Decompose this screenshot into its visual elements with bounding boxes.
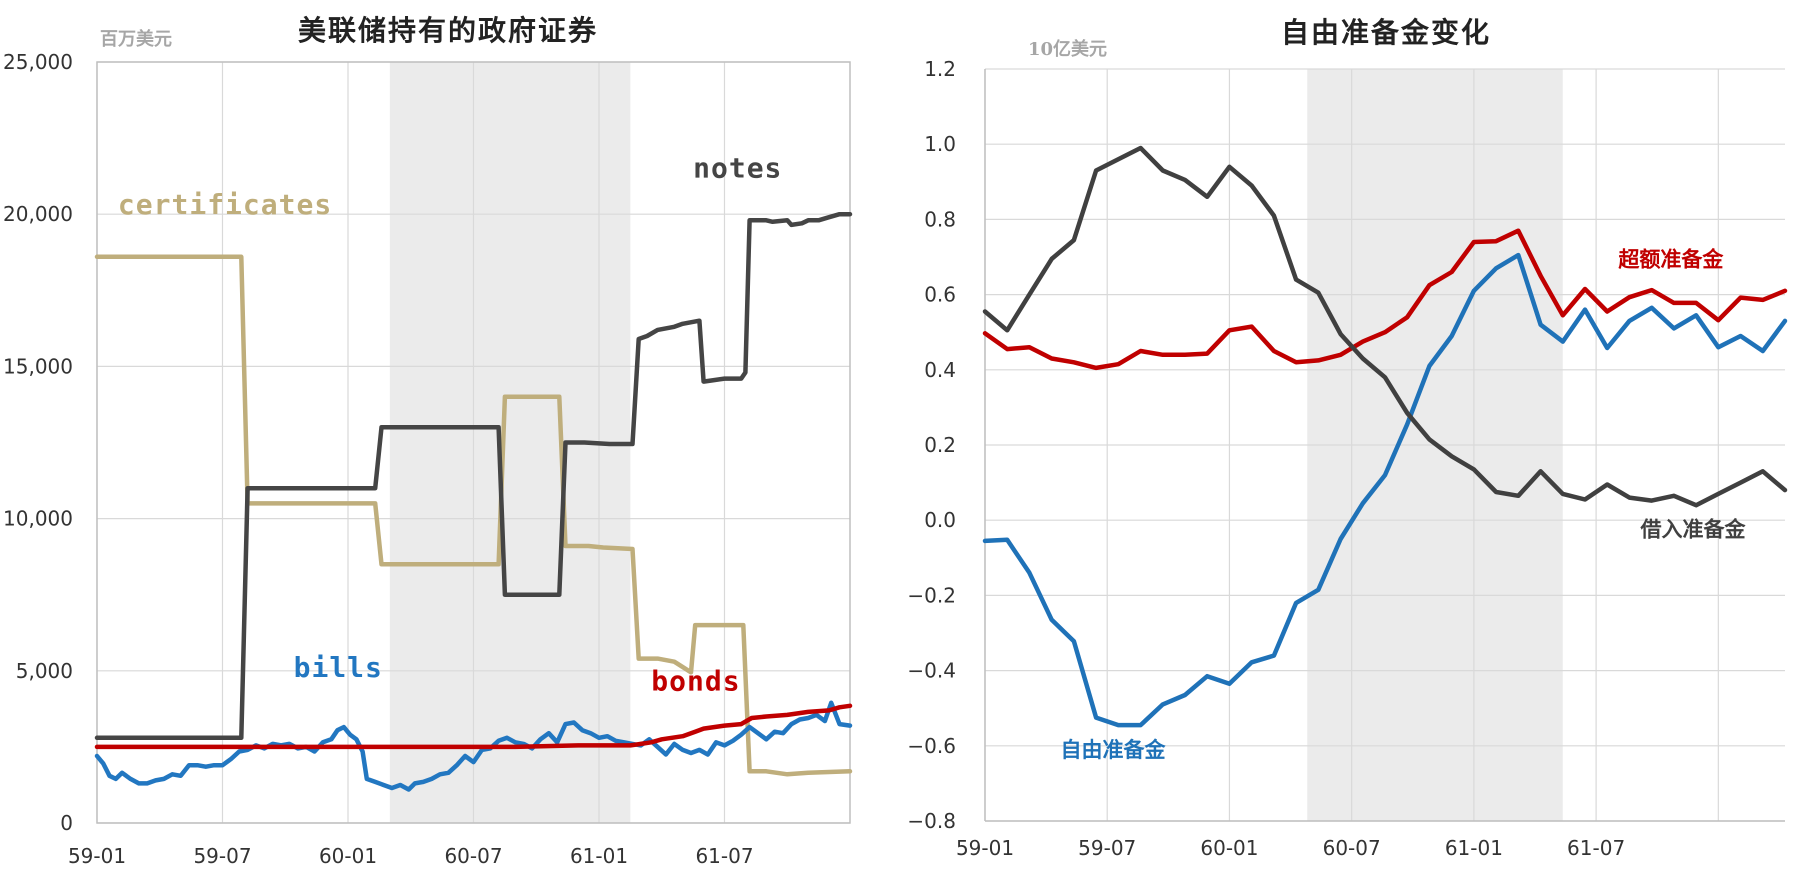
right-chart-title: 自由准备金变化 — [1281, 16, 1491, 49]
left-series-label: bonds — [651, 665, 740, 698]
right-x-tick-label: 59-07 — [1078, 836, 1136, 860]
right-y-tick-label: −0.6 — [907, 734, 956, 758]
left-series-certificates-line — [94, 254, 853, 777]
right-y-tick-label: 0.2 — [924, 433, 956, 457]
left-series-label: certificates — [118, 188, 332, 221]
right-series-label: 超额准备金 — [1618, 246, 1724, 271]
left-series-label: notes — [693, 152, 782, 185]
right-series-label: 借入准备金 — [1640, 516, 1747, 541]
left-y-tick-label: 20,000 — [3, 202, 73, 226]
right-y-tick-label: 0.8 — [924, 207, 956, 231]
left-chart-title: 美联储持有的政府证券 — [298, 14, 598, 47]
left-y-tick-label: 10,000 — [3, 507, 73, 531]
right-chart-unit: 10亿美元 — [1028, 38, 1107, 60]
right-y-tick-label: −0.2 — [907, 583, 956, 607]
right-x-tick-label: 60-01 — [1200, 836, 1258, 860]
left-y-tick-label: 25,000 — [3, 50, 73, 74]
right-series-series-line — [982, 252, 1788, 728]
right-series-label: 自由准备金 — [1061, 737, 1167, 762]
right-y-tick-label: 1.2 — [924, 57, 956, 81]
left-series-bonds-line — [94, 703, 853, 750]
right-series-series-line — [982, 145, 1788, 508]
left-x-tick-label: 59-01 — [68, 844, 126, 868]
left-chart: 美联储持有的政府证券 百万美元 0 5,000 10,000 15,000 20,000… — [3, 14, 853, 868]
right-chart: 自由准备金变化 10亿美元 1.2 1.0 0.8 0.6 0.4 0.2 0.0 −0.2 −… — [907, 16, 1788, 860]
left-plot-frame — [96, 61, 851, 824]
left-series-label: bills — [294, 651, 383, 684]
right-x-tick-label: 61-01 — [1445, 836, 1503, 860]
left-x-tick-label: 61-01 — [570, 844, 628, 868]
right-y-tick-label: 0.0 — [924, 508, 956, 532]
left-y-tick-label: 15,000 — [3, 354, 73, 378]
left-series-notes-line — [94, 211, 853, 741]
right-x-tick-label: 61-07 — [1567, 836, 1625, 860]
right-y-tick-label: 0.4 — [924, 358, 956, 382]
right-y-tick-label: −0.8 — [907, 809, 956, 833]
left-y-tick-label: 5,000 — [16, 659, 73, 683]
right-x-tick-label: 60-07 — [1323, 836, 1381, 860]
left-x-tick-label: 61-07 — [695, 844, 753, 868]
left-x-tick-label: 60-01 — [319, 844, 377, 868]
left-x-tick-label: 59-07 — [193, 844, 251, 868]
left-chart-unit: 百万美元 — [100, 28, 172, 50]
right-y-tick-label: 1.0 — [924, 132, 956, 156]
right-series-series-line — [982, 228, 1788, 371]
right-x-tick-label: 59-01 — [956, 836, 1014, 860]
right-y-tick-label: −0.4 — [907, 659, 956, 683]
left-x-tick-label: 60-07 — [444, 844, 502, 868]
right-y-tick-label: 0.6 — [924, 283, 956, 307]
left-y-tick-label: 0 — [60, 811, 73, 835]
left-series-bills-line — [94, 700, 853, 792]
